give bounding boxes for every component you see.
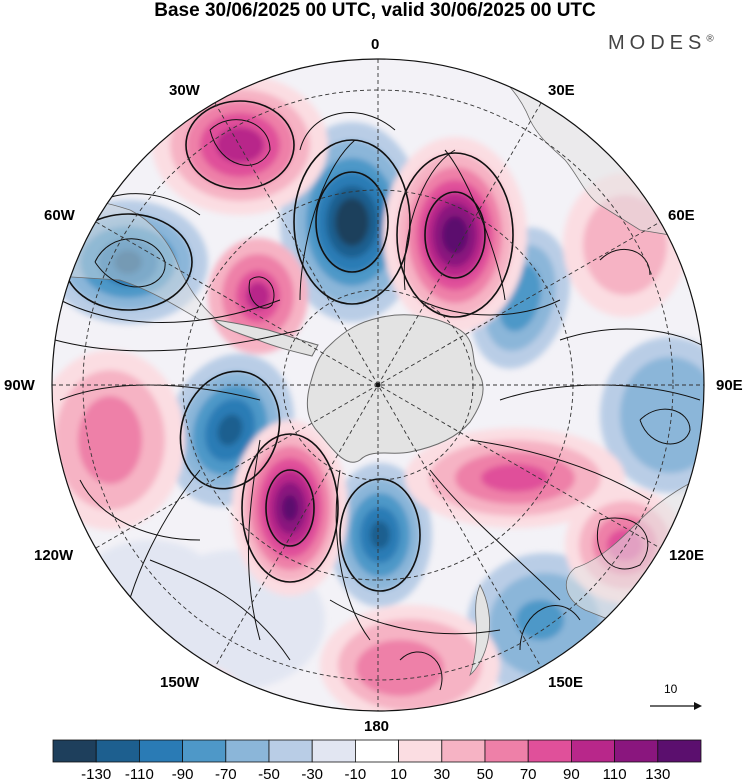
colorbar-swatch — [225, 739, 270, 763]
reference-vector-arrow — [650, 702, 702, 710]
wind-streamlines — [54, 112, 704, 691]
anomaly-field — [52, 59, 704, 711]
positive-anomaly-cell — [320, 605, 500, 711]
negative-anomaly-cell — [280, 122, 424, 322]
map-title: Base 30/06/2025 00 UTC, valid 30/06/2025… — [154, 0, 596, 21]
colorbar-swatch — [484, 739, 529, 763]
negative-anomaly-cell — [328, 463, 432, 607]
colorbar-tick-label: 130 — [645, 766, 671, 783]
colorbar-tick-label: 90 — [563, 766, 580, 783]
colorbar-tick-label: 30 — [433, 766, 451, 783]
lon-label-120e: 120E — [669, 547, 705, 564]
reference-vector-label: 10 — [664, 682, 678, 696]
colorbar-swatch — [354, 739, 399, 763]
positive-anomaly-cell — [52, 350, 185, 530]
lon-label-120w: 120W — [34, 547, 74, 564]
colorbar-swatch — [571, 739, 616, 763]
new-zealand-landmass — [469, 584, 490, 677]
lon-label-90e: 90E — [716, 377, 743, 394]
contour-lines — [63, 100, 514, 592]
modes-brand-logo: MODES® — [608, 32, 714, 54]
map-boundary — [51, 58, 705, 712]
lon-label-30w: 30W — [169, 82, 200, 99]
lon-label-180: 180 — [364, 718, 390, 735]
colorbar-swatch — [398, 739, 443, 763]
south-pole-marker — [375, 382, 381, 388]
negative-anomaly-cell — [52, 200, 208, 324]
lon-label-150e: 150E — [548, 674, 584, 691]
colorbar-tick-label: -90 — [171, 766, 194, 783]
colorbar-swatch — [182, 739, 227, 763]
colorbar-swatch — [268, 739, 313, 763]
colorbar-swatch — [138, 739, 183, 763]
lon-label-60w: 60W — [44, 207, 75, 224]
positive-anomaly-cell — [383, 137, 527, 333]
colorbar-swatch — [527, 739, 572, 763]
colorbar-tick-label: 10 — [390, 766, 407, 783]
colorbar — [52, 739, 702, 763]
antarctica-landmass — [306, 314, 484, 463]
lon-label-30e: 30E — [548, 82, 575, 99]
colorbar-tick-label: -50 — [258, 766, 280, 783]
colorbar-tick-label: -130 — [81, 766, 112, 783]
colorbar-swatch — [614, 739, 659, 763]
colorbar-swatch — [52, 739, 97, 763]
lon-label-60e: 60E — [668, 207, 695, 224]
colorbar-swatch — [441, 739, 486, 763]
colorbar-swatch — [311, 739, 356, 763]
lon-label-90w: 90W — [4, 377, 35, 394]
colorbar-swatch — [657, 739, 702, 763]
colorbar-tick-label: -70 — [214, 766, 237, 783]
positive-anomaly-cell — [232, 420, 348, 596]
colorbar-swatch — [95, 739, 140, 763]
negative-anomaly-cell — [600, 337, 704, 493]
colorbar-tick-label: -110 — [124, 766, 154, 783]
colorbar-tick-label: 110 — [602, 766, 627, 783]
lon-label-150w: 150W — [160, 674, 200, 691]
lon-label-0: 0 — [371, 36, 380, 53]
colorbar-tick-label: -10 — [344, 766, 367, 783]
colorbar-tick-label: 50 — [476, 766, 494, 783]
colorbar-tick-label: -30 — [301, 766, 324, 783]
colorbar-tick-label: 70 — [519, 766, 537, 783]
